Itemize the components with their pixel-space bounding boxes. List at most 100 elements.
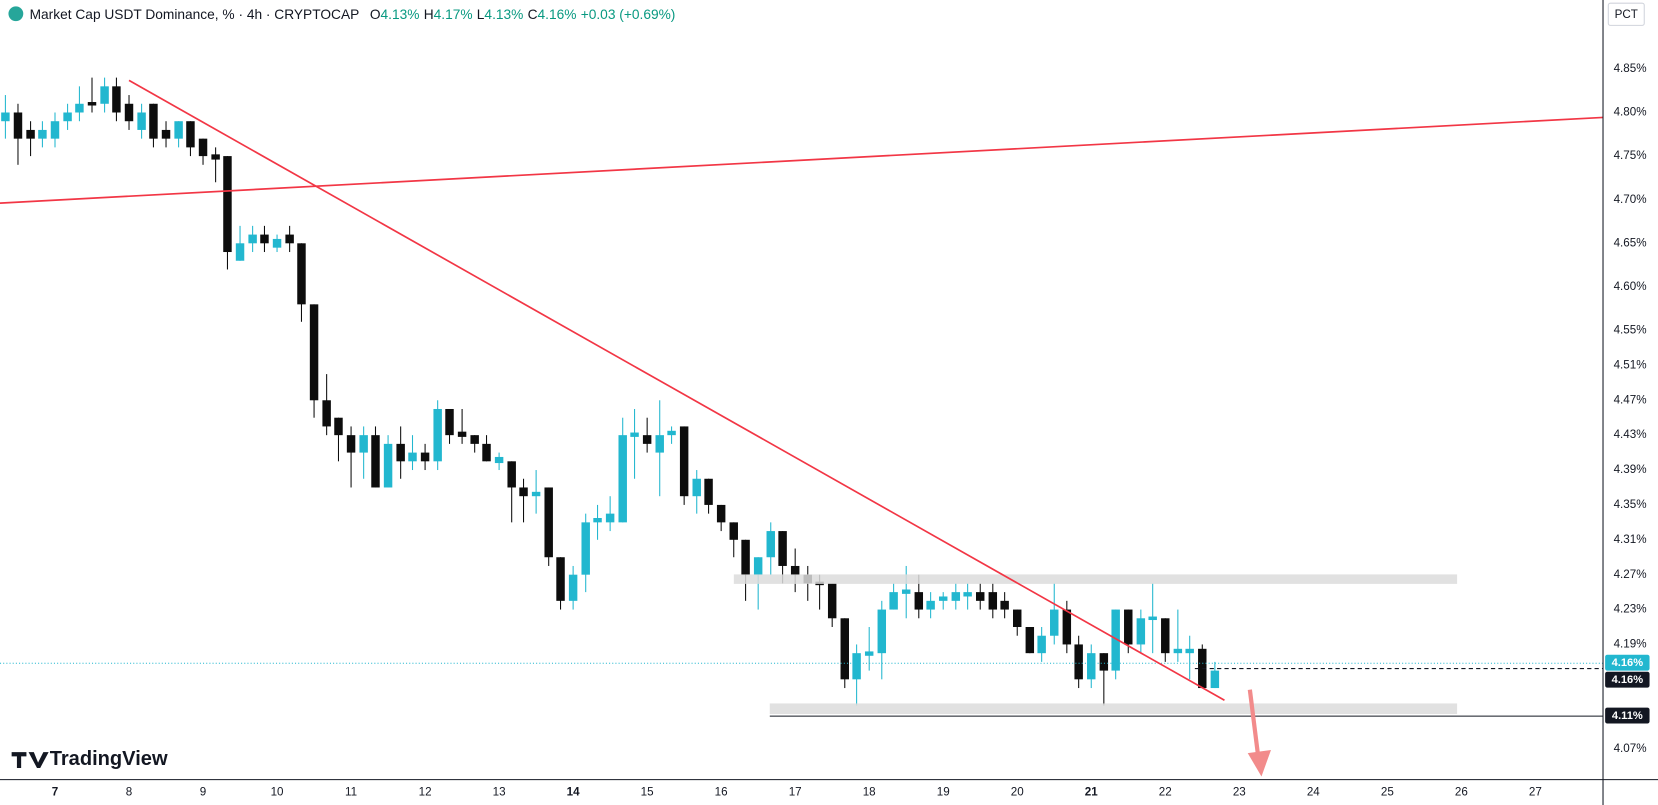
x-tick-label: 8: [126, 785, 132, 798]
candle-body: [1037, 635, 1046, 654]
candles: [1, 77, 1220, 706]
x-tick-label: 20: [1011, 785, 1024, 798]
candle-body: [87, 102, 97, 106]
trend-line: [0, 116, 1604, 204]
candle-body: [445, 408, 454, 436]
candle-body: [988, 592, 998, 610]
x-tick-label: 19: [937, 785, 950, 798]
candle-body: [1000, 600, 1009, 610]
candle-body: [1050, 609, 1059, 636]
candle-body: [901, 589, 911, 594]
x-tick-label: 14: [567, 785, 580, 798]
x-tick-label: 27: [1529, 785, 1542, 798]
candle-body: [926, 600, 935, 610]
candle-body: [359, 435, 368, 453]
candle-body: [975, 592, 985, 601]
candle-body: [667, 430, 676, 436]
candle-body: [482, 443, 491, 462]
x-tick-label: 24: [1307, 785, 1320, 798]
candle-body: [198, 138, 208, 157]
arrow-shaft: [1247, 689, 1261, 758]
y-tick-label: 4.19%: [1614, 638, 1647, 651]
x-tick-label: 26: [1455, 785, 1468, 798]
candle-body: [1111, 609, 1120, 671]
candle-body: [457, 431, 467, 437]
y-ticks: 4.85% 4.80% 4.75% 4.70% 4.65% 4.60% 4.55% 4.51%…: [1614, 62, 1647, 755]
x-tick-label: 16: [715, 785, 728, 798]
candle-body: [679, 426, 689, 497]
candle-body: [778, 531, 787, 566]
price-badge-label: 4.11%: [1612, 710, 1643, 722]
scale-label[interactable]: PCT: [1615, 8, 1638, 21]
price-badge-label: 4.16%: [1612, 657, 1644, 669]
price-badge-label: 4.16%: [1612, 674, 1644, 686]
candle-body: [877, 609, 887, 654]
brand-logo: [11, 752, 49, 768]
y-tick-label: 4.35%: [1614, 498, 1647, 511]
candle-body: [470, 435, 479, 444]
y-tick-label: 4.31%: [1614, 533, 1647, 546]
x-tick-label: 10: [271, 785, 284, 798]
candle-body: [260, 234, 269, 244]
y-tick-label: 4.07%: [1614, 742, 1647, 755]
candle-body: [75, 103, 84, 113]
x-tick-label: 15: [641, 785, 654, 798]
arrow-head: [1247, 749, 1271, 777]
candle-body: [334, 417, 343, 436]
brand-name: TradingView: [50, 748, 168, 770]
price-badge: [1605, 707, 1650, 724]
candle-body: [433, 408, 442, 462]
candle-body: [174, 121, 183, 139]
support-zone: [769, 703, 1458, 715]
candle-body: [704, 478, 713, 505]
candle-body: [322, 400, 331, 427]
candle-body: [285, 234, 294, 244]
y-tick-label: 4.80%: [1614, 106, 1647, 119]
candle-body: [149, 103, 158, 139]
candle-body: [544, 487, 553, 558]
candle-body: [408, 452, 417, 462]
x-tick-label: 11: [345, 785, 357, 798]
ohlc-key: H: [424, 6, 434, 21]
candle-body: [1173, 648, 1183, 654]
candle-body: [383, 443, 393, 488]
candle-body: [741, 539, 750, 575]
price-badge: [1605, 654, 1650, 671]
candle-body: [840, 618, 850, 680]
candle-body: [63, 112, 72, 122]
candle-body: [531, 491, 541, 497]
ohlc-value: 4.16%: [538, 6, 577, 21]
price-badge: [1605, 671, 1650, 688]
x-ticks: 7 8 9 10 11 12 13 14 15 16 17 18 19 20 21 22 23 24 25 26 27: [52, 785, 1542, 798]
scale-button[interactable]: [1607, 2, 1645, 26]
y-tick-label: 4.23%: [1614, 603, 1647, 616]
candle-body: [38, 129, 47, 139]
y-tick-label: 4.39%: [1614, 463, 1647, 476]
candle-body: [248, 234, 257, 244]
candle-body: [1136, 618, 1146, 645]
candle-body: [1087, 653, 1096, 680]
ohlc-value: 4.17%: [434, 6, 473, 21]
candle-body: [1185, 648, 1194, 654]
candle-body: [1210, 670, 1220, 689]
candle-body: [729, 522, 738, 540]
candle-body: [753, 557, 763, 575]
x-tick-label: 13: [493, 785, 506, 798]
candle-body: [223, 156, 232, 253]
x-tick-label: 7: [52, 785, 58, 798]
candle-body: [420, 452, 430, 462]
change: +0.03 (+0.69%): [581, 6, 676, 21]
candle-body: [938, 596, 948, 601]
y-tick-label: 4.85%: [1614, 62, 1647, 75]
candle-body: [26, 129, 35, 139]
candle-body: [581, 522, 590, 575]
candle-body: [852, 653, 861, 680]
y-tick-label: 4.27%: [1614, 568, 1647, 581]
candle-body: [1025, 627, 1035, 654]
candle-body: [272, 238, 282, 248]
candle-body: [519, 487, 528, 497]
candle-body: [371, 435, 380, 488]
candle-body: [1148, 616, 1157, 621]
